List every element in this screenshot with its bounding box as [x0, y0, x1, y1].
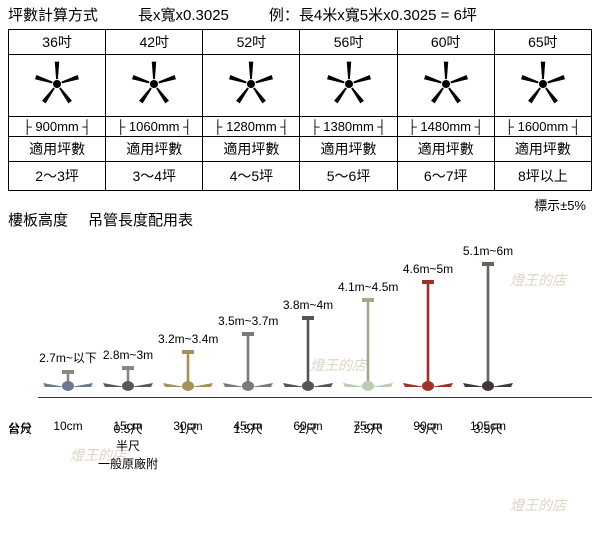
formula-row: 坪數計算方式 長x寬x0.3025 例：長4米x寬5米x0.3025 = 6坪: [8, 4, 592, 25]
rod-item: 3.8m~4m: [278, 316, 338, 398]
formula-method-expr: 長x寬x0.3025: [138, 4, 229, 25]
fan-icon-cell: [397, 55, 494, 117]
fan-icon-cell: [300, 55, 397, 117]
taichi-label: 2尺: [278, 420, 338, 454]
formula-example: 例：長4米x寬5米x0.3025 = 6坪: [269, 4, 477, 25]
taichi-label: 0.5尺半尺: [98, 420, 158, 454]
fan-size-table: 36吋42吋52吋56吋60吋65吋 ├ 900mm ┤├ 1060mm ┤├ …: [8, 29, 592, 191]
table-row-sizes: 36吋42吋52吋56吋60吋65吋: [9, 30, 592, 55]
span-cell: ├ 1480mm ┤: [397, 117, 494, 137]
suitable-cell: 適用坪數: [203, 137, 300, 162]
rod-item: 5.1m~6m: [458, 262, 518, 398]
chart-title-left: 樓板高度: [8, 209, 68, 230]
span-cell: ├ 1280mm ┤: [203, 117, 300, 137]
span-cell: ├ 1060mm ┤: [106, 117, 203, 137]
rod-item: 2.8m~3m: [98, 366, 158, 398]
suitable-cell: 適用坪數: [9, 137, 106, 162]
rod-item: 3.5m~3.7m: [218, 332, 278, 398]
labels-taichi-row: 台尺 0.5尺半尺1尺1.5尺2尺2.5尺3尺3.5尺: [8, 420, 592, 454]
range-cell: 8坪以上: [494, 162, 591, 191]
fan-icon-cell: [203, 55, 300, 117]
rod-range-label: 2.7m~以下: [38, 349, 98, 366]
meta-label: [278, 455, 338, 472]
rod-range-label: 3.5m~3.7m: [218, 314, 278, 328]
suitable-cell: 適用坪數: [397, 137, 494, 162]
rod-range-label: 4.6m~5m: [398, 262, 458, 276]
taichi-label: 2.5尺: [338, 420, 398, 454]
rod-item: 4.1m~4.5m: [338, 298, 398, 398]
taichi-label: 1尺: [158, 420, 218, 454]
rod-range-label: 2.8m~3m: [98, 348, 158, 362]
table-row-suitable: 適用坪數適用坪數適用坪數適用坪數適用坪數適用坪數: [9, 137, 592, 162]
range-cell: 2～3坪: [9, 162, 106, 191]
span-cell: ├ 1600mm ┤: [494, 117, 591, 137]
fan-icon-cell: [494, 55, 591, 117]
size-cell: 36吋: [9, 30, 106, 55]
span-cell: ├ 900mm ┤: [9, 117, 106, 137]
size-cell: 56吋: [300, 30, 397, 55]
unit-taichi-label: 台尺: [8, 420, 38, 454]
meta-label: 一般原廠附: [98, 455, 158, 472]
suitable-cell: 適用坪數: [106, 137, 203, 162]
size-cell: 52吋: [203, 30, 300, 55]
meta-label: [38, 455, 98, 472]
chart-area: 公分10cm15cm30cm45cm60cm75cm90cm105cm 台尺0.…: [8, 236, 592, 436]
span-cell: ├ 1380mm ┤: [300, 117, 397, 137]
meta-label: [338, 455, 398, 472]
fan-icon-cell: [9, 55, 106, 117]
meta-label: [218, 455, 278, 472]
rod-item: 2.7m~以下: [38, 370, 98, 398]
table-row-spans: ├ 900mm ┤├ 1060mm ┤├ 1280mm ┤├ 1380mm ┤├…: [9, 117, 592, 137]
meta-label: [158, 455, 218, 472]
range-cell: 3～4坪: [106, 162, 203, 191]
taichi-label: [38, 420, 98, 454]
taichi-label: 3.5尺: [458, 420, 518, 454]
range-cell: 6～7坪: [397, 162, 494, 191]
size-cell: 42吋: [106, 30, 203, 55]
labels-meta-row: 一般原廠附: [8, 455, 592, 472]
rod-item: 4.6m~5m: [398, 280, 458, 398]
table-row-ranges: 2～3坪3～4坪4～5坪5～6坪6～7坪8坪以上: [9, 162, 592, 191]
rod-range-label: 3.8m~4m: [278, 298, 338, 312]
formula-method-label: 坪數計算方式: [8, 4, 98, 25]
meta-label: [458, 455, 518, 472]
range-cell: 4～5坪: [203, 162, 300, 191]
meta-label: [398, 455, 458, 472]
taichi-label: 3尺: [398, 420, 458, 454]
rod-item: 3.2m~3.4m: [158, 350, 218, 398]
chart-title-right: 吊管長度配用表: [88, 209, 193, 230]
rod-range-label: 3.2m~3.4m: [158, 332, 218, 346]
rod-range-label: 4.1m~4.5m: [338, 280, 398, 294]
table-row-fan-icons: [9, 55, 592, 117]
taichi-label: 1.5尺: [218, 420, 278, 454]
tolerance-note: 標示±5%: [534, 195, 586, 214]
rod-chart: 標示±5% 樓板高度 吊管長度配用表 公分10cm15cm30cm45cm60c…: [8, 209, 592, 499]
size-cell: 60吋: [397, 30, 494, 55]
suitable-cell: 適用坪數: [494, 137, 591, 162]
range-cell: 5～6坪: [300, 162, 397, 191]
fan-icon-cell: [106, 55, 203, 117]
suitable-cell: 適用坪數: [300, 137, 397, 162]
rod-range-label: 5.1m~6m: [458, 244, 518, 258]
size-cell: 65吋: [494, 30, 591, 55]
